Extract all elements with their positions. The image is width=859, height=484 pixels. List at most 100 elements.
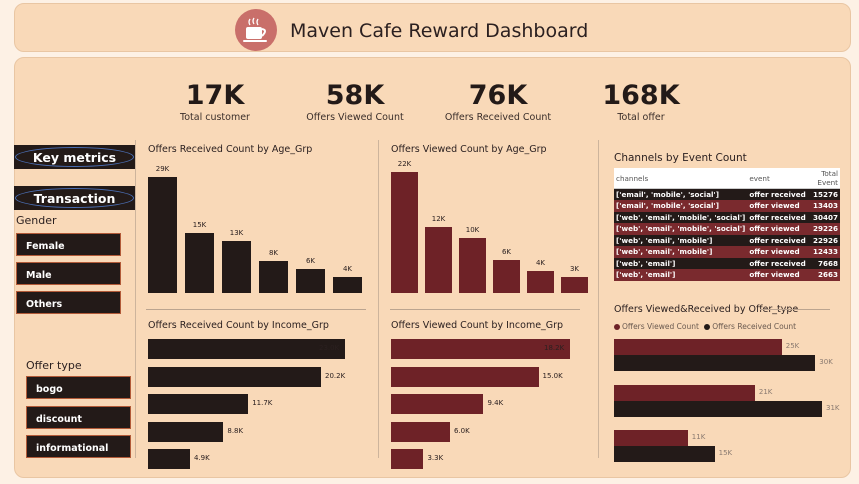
cell-total-event: 12433 <box>807 246 840 258</box>
gender-option-male[interactable]: Male <box>16 262 121 285</box>
cell-channels: ['web', 'email', 'mobile'] <box>614 246 748 258</box>
chart-bar[interactable] <box>148 177 177 293</box>
chart-bar[interactable] <box>391 394 484 414</box>
chart-bar[interactable] <box>185 233 214 293</box>
table-row[interactable]: ['web', 'email'] offer viewed 2663 <box>614 269 840 281</box>
kpi-value: 168K <box>602 80 680 111</box>
channels-table-title: Channels by Event Count <box>614 152 747 164</box>
chart-bar[interactable] <box>391 366 539 387</box>
kpi-offers-viewed: 58K Offers Viewed Count <box>290 80 420 123</box>
column-header-total-event[interactable]: Total Event <box>807 168 840 189</box>
chart-bar[interactable] <box>148 339 345 359</box>
bar-data-label: 6K <box>501 248 512 256</box>
chart-bar[interactable] <box>527 271 554 293</box>
cell-total-event: 2663 <box>807 269 840 281</box>
bar-data-label: 15K <box>192 221 207 229</box>
cell-event: offer received <box>747 234 808 246</box>
chart-bar[interactable] <box>614 355 816 371</box>
transaction-button[interactable]: Transaction <box>14 186 135 210</box>
left-divider <box>135 140 136 458</box>
bar-data-label: 15K <box>718 449 733 457</box>
header-panel: Maven Cafe Reward Dashboard <box>14 3 851 52</box>
chart-bar[interactable] <box>614 339 782 355</box>
bar-data-label: 6.0K <box>454 426 470 435</box>
cell-event: offer viewed <box>747 269 808 281</box>
dashboard-title: Maven Cafe Reward Dashboard <box>290 20 589 42</box>
bar-data-label: 13K <box>229 229 244 237</box>
cell-channels: ['web', 'email', 'mobile', 'social'] <box>614 223 748 235</box>
offer-type-option-discount[interactable]: discount <box>26 406 131 429</box>
cell-total-event: 15276 <box>807 188 840 200</box>
chart-bar[interactable] <box>333 277 362 293</box>
chart-bar[interactable] <box>614 430 688 446</box>
chart-bar[interactable] <box>148 421 224 442</box>
chart-bar[interactable] <box>222 241 251 293</box>
chart-bar[interactable] <box>148 394 249 414</box>
legend-dot-viewed <box>614 324 620 330</box>
bar-data-label: 12K <box>431 215 446 223</box>
bar-data-label: 8.8K <box>227 426 244 435</box>
key-metrics-button[interactable]: Key metrics <box>14 145 135 169</box>
offer-type-option-bogo[interactable]: bogo <box>26 376 131 399</box>
legend-item-received[interactable]: Offers Received Count <box>704 322 796 331</box>
table-row[interactable]: ['web', 'email', 'mobile', 'social'] offe… <box>614 223 840 235</box>
table-row[interactable]: ['web', 'email', 'mobile'] offer viewed 12… <box>614 246 840 258</box>
kpi-label: Offers Received Count <box>444 112 552 123</box>
gender-option-others[interactable]: Others <box>16 291 121 314</box>
nav-ring <box>15 147 134 167</box>
chart-divider-2 <box>390 309 580 310</box>
chart-bar[interactable] <box>391 449 424 469</box>
cell-channels: ['web', 'email'] <box>614 269 748 281</box>
cell-event: offer viewed <box>747 200 808 212</box>
chart-bar[interactable] <box>391 339 570 359</box>
gender-option-female[interactable]: Female <box>16 233 121 256</box>
kpi-label: Total customer <box>180 112 250 123</box>
cell-channels: ['web', 'email', 'mobile'] <box>614 234 748 246</box>
column-header-event[interactable]: event <box>747 168 808 189</box>
column-header-channels[interactable]: channels <box>614 168 748 189</box>
chart-bar[interactable] <box>391 421 450 442</box>
bar-data-label: 20.2K <box>325 371 346 380</box>
chart-bar[interactable] <box>148 449 190 469</box>
chart-bar[interactable] <box>259 261 288 293</box>
cell-event: offer received <box>747 257 808 269</box>
bar-data-label: 4K <box>535 259 546 267</box>
table-row[interactable]: ['email', 'mobile', 'social'] offer recei… <box>614 188 840 200</box>
chart-bar[interactable] <box>459 238 486 293</box>
chart-bar[interactable] <box>614 401 822 417</box>
chart-legend: Offers Viewed Count Offers Received Coun… <box>614 322 796 331</box>
chart-title: Offers Viewed Count by Income_Grp <box>391 320 564 331</box>
cell-total-event: 7668 <box>807 257 840 269</box>
cell-channels: ['email', 'mobile', 'social'] <box>614 188 748 200</box>
chart-bar[interactable] <box>148 366 322 387</box>
cell-total-event: 29226 <box>807 223 840 235</box>
legend-label: Offers Viewed Count <box>622 322 699 331</box>
table-row[interactable]: ['web', 'email', 'mobile', 'social'] offe… <box>614 211 840 223</box>
bar-data-label: 18.2K <box>544 344 565 352</box>
chart-bar[interactable] <box>493 260 520 293</box>
table-row[interactable]: ['email', 'mobile', 'social'] offer viewe… <box>614 200 840 212</box>
bar-data-label: 29K <box>155 165 170 173</box>
chart-bar[interactable] <box>425 227 452 293</box>
bar-data-label: 11.7K <box>252 399 273 407</box>
chart-bar[interactable] <box>614 385 755 401</box>
chart-bar[interactable] <box>561 276 588 293</box>
chart-bar[interactable] <box>391 172 418 293</box>
chart-bar[interactable] <box>296 269 325 293</box>
kpi-offers-received: 76K Offers Received Count <box>433 80 563 123</box>
offer-type-option-informational[interactable]: informational <box>26 435 131 458</box>
chart-bar[interactable] <box>614 446 715 462</box>
bar-data-label: 3K <box>569 264 580 273</box>
bar-data-label: 22K <box>397 160 412 168</box>
bar-data-label: 31K <box>826 404 840 412</box>
table-row[interactable]: ['web', 'email'] offer received 7668 <box>614 257 840 269</box>
bar-data-label: 4.9K <box>193 454 210 462</box>
cell-channels: ['web', 'email', 'mobile', 'social'] <box>614 211 748 223</box>
legend-item-viewed[interactable]: Offers Viewed Count <box>614 322 699 331</box>
kpi-total-offer: 168K Total offer <box>576 80 706 123</box>
table-header-row: channels event Total Event <box>614 168 840 189</box>
cell-total-event: 22926 <box>807 234 840 246</box>
table-row[interactable]: ['web', 'email', 'mobile'] offer received… <box>614 234 840 246</box>
kpi-value: 58K <box>325 80 385 111</box>
kpi-label: Total offer <box>617 112 665 123</box>
